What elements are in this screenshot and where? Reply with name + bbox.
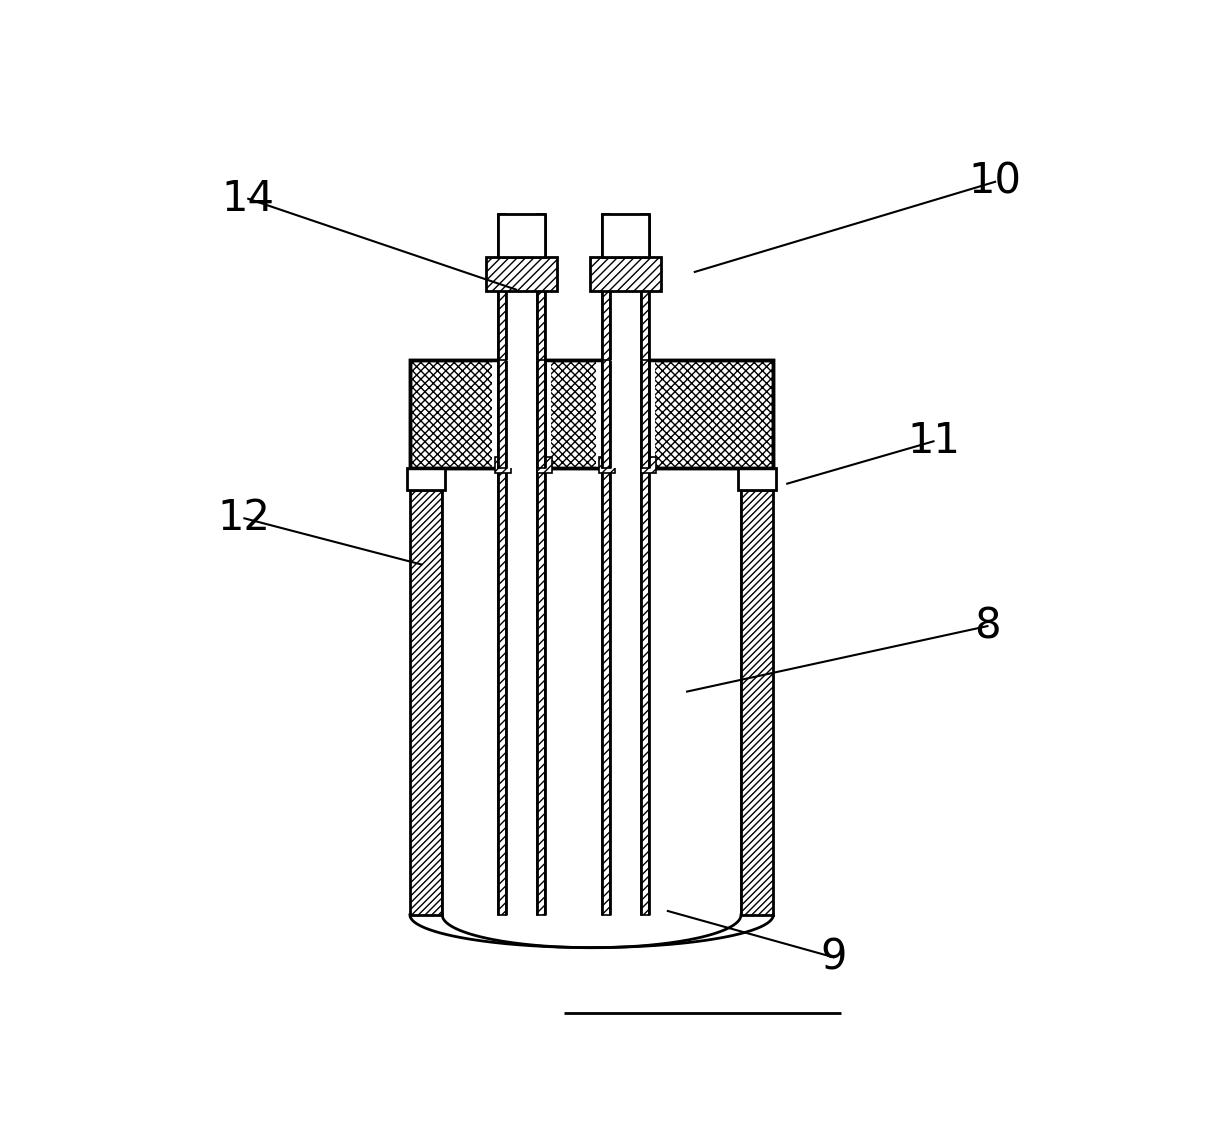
Bar	[640, 214, 649, 914]
Text: 12: 12	[218, 497, 271, 539]
Bar	[486, 256, 557, 291]
Bar	[610, 360, 640, 469]
Bar	[409, 490, 442, 914]
Bar	[536, 457, 552, 473]
Bar	[409, 360, 774, 469]
Bar	[599, 457, 615, 473]
Text: 10: 10	[969, 161, 1022, 202]
Bar	[536, 360, 545, 469]
Bar	[610, 214, 640, 914]
Bar	[492, 360, 551, 469]
Bar	[407, 469, 445, 490]
Bar	[506, 214, 536, 914]
Bar	[499, 214, 506, 914]
Bar	[590, 256, 661, 291]
Bar	[506, 360, 536, 469]
Bar	[499, 214, 545, 256]
Bar	[499, 360, 506, 469]
Bar	[602, 214, 610, 914]
Bar	[640, 457, 656, 473]
Bar	[409, 360, 774, 469]
Bar	[640, 360, 649, 469]
Bar	[596, 360, 655, 469]
Text: 14: 14	[221, 178, 275, 219]
Bar	[741, 490, 774, 914]
Text: 9: 9	[820, 936, 847, 978]
Text: 8: 8	[974, 605, 1001, 647]
Bar	[602, 214, 649, 256]
Bar	[602, 360, 610, 469]
Bar	[495, 457, 511, 473]
Bar	[536, 214, 545, 914]
Text: 11: 11	[907, 421, 960, 462]
Bar	[738, 469, 776, 490]
